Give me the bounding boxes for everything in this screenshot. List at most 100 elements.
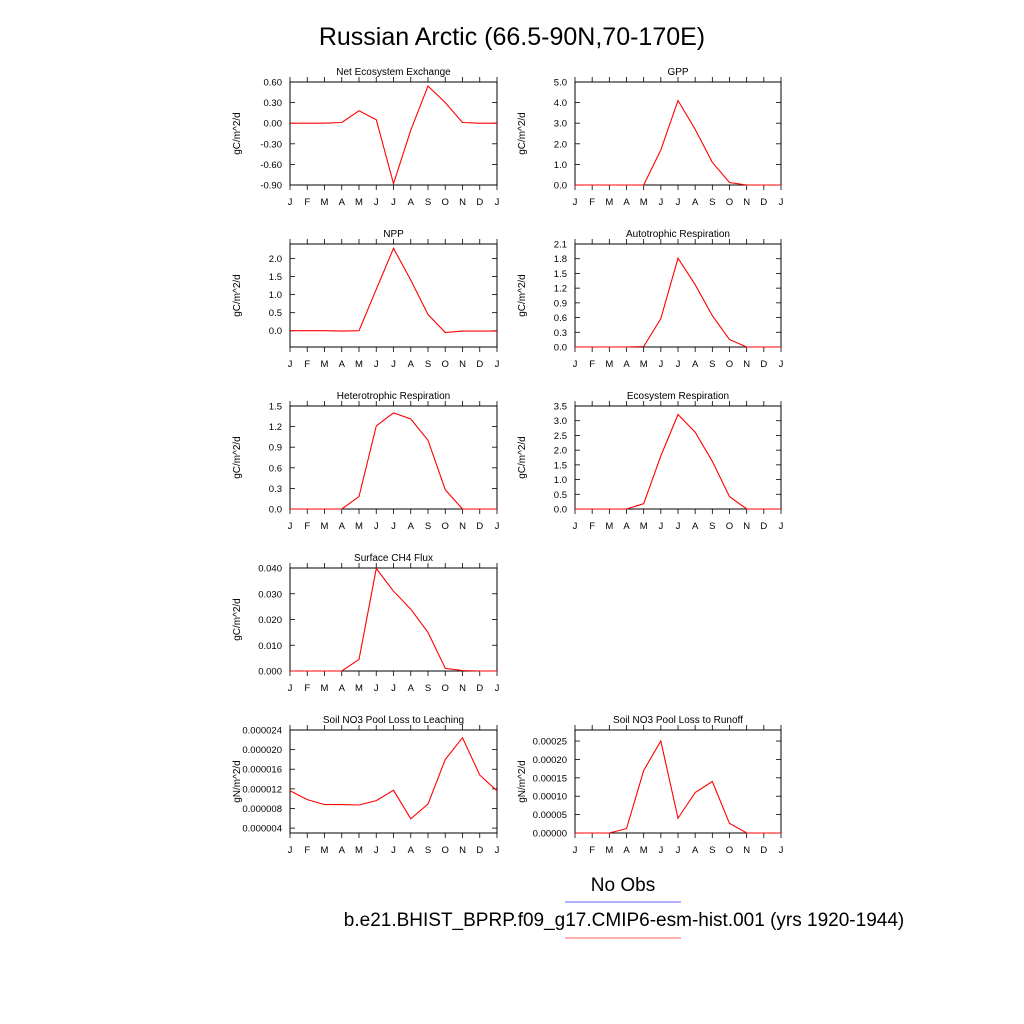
y-axis-label: gN/m^2/d bbox=[232, 760, 243, 803]
x-tick-label: O bbox=[726, 521, 733, 532]
x-tick-label: S bbox=[425, 521, 431, 532]
y-tick-label: 2.0 bbox=[554, 446, 567, 457]
x-tick-label: J bbox=[658, 845, 663, 856]
x-tick-label: J bbox=[658, 359, 663, 370]
chart-title: Soil NO3 Pool Loss to Runoff bbox=[613, 715, 743, 726]
x-tick-label: D bbox=[476, 521, 483, 532]
x-tick-label: J bbox=[573, 845, 578, 856]
chart-title: Soil NO3 Pool Loss to Leaching bbox=[323, 715, 464, 726]
plot-frame bbox=[289, 567, 498, 672]
x-tick-label: A bbox=[339, 359, 346, 370]
x-tick-label: J bbox=[374, 845, 379, 856]
plot-frame bbox=[574, 729, 782, 834]
x-tick-label: M bbox=[605, 359, 613, 370]
y-tick-label: 3.0 bbox=[554, 119, 567, 130]
x-tick-label: J bbox=[676, 197, 681, 208]
x-tick-label: S bbox=[709, 845, 715, 856]
x-tick-label: N bbox=[743, 359, 750, 370]
x-tick-label: S bbox=[425, 359, 431, 370]
legend-obs-label: No Obs bbox=[591, 875, 655, 896]
x-tick-label: J bbox=[676, 359, 681, 370]
chart-panel-7: Surface CH4 Flux gC/m^2/d 0.000 0.010 0.020 0… bbox=[232, 553, 500, 694]
x-tick-label: A bbox=[339, 197, 346, 208]
chart-panel-6: Ecosystem Respiration gC/m^2/d 0.0 0.5 1.0 1.… bbox=[517, 391, 784, 532]
y-axis-label: gC/m^2/d bbox=[517, 112, 528, 155]
chart-title: GPP bbox=[667, 67, 688, 78]
x-tick-label: M bbox=[605, 521, 613, 532]
page-title: Russian Arctic (66.5-90N,70-170E) bbox=[319, 23, 705, 51]
y-tick-label: 4.0 bbox=[554, 98, 567, 109]
chart-panel-5: Heterotrophic Respiration gC/m^2/d 0.0 0.3 0… bbox=[232, 391, 500, 532]
chart-panel-10: Soil NO3 Pool Loss to Runoff gN/m^2/d 0.00… bbox=[517, 715, 784, 856]
legend: No Obs b.e21.BHIST_BPRP.f09_g17.CMIP6-es… bbox=[344, 875, 904, 939]
y-tick-label: 0.00015 bbox=[533, 773, 567, 784]
x-tick-label: S bbox=[709, 521, 715, 532]
x-tick-label: J bbox=[374, 521, 379, 532]
series-line bbox=[575, 256, 781, 348]
series-line bbox=[575, 99, 781, 186]
x-tick-label: M bbox=[321, 683, 329, 694]
y-tick-label: 0.00025 bbox=[533, 737, 567, 748]
series-line bbox=[290, 247, 497, 334]
x-tick-label: A bbox=[408, 197, 415, 208]
x-tick-label: F bbox=[589, 521, 595, 532]
y-tick-label: 1.2 bbox=[554, 284, 567, 295]
plot-frame bbox=[574, 405, 782, 510]
y-axis-label: gC/m^2/d bbox=[232, 436, 243, 479]
chart-title: Ecosystem Respiration bbox=[627, 391, 729, 402]
x-tick-label: D bbox=[476, 683, 483, 694]
y-tick-label: 0.9 bbox=[269, 443, 282, 454]
series-line bbox=[575, 413, 781, 510]
x-tick-label: J bbox=[779, 197, 784, 208]
series-line bbox=[290, 412, 497, 510]
y-tick-label: 1.5 bbox=[554, 269, 567, 280]
x-tick-label: A bbox=[339, 521, 346, 532]
x-tick-label: J bbox=[374, 197, 379, 208]
y-tick-label: 0.3 bbox=[554, 328, 567, 339]
y-tick-label: 3.5 bbox=[554, 402, 567, 413]
y-axis-label: gN/m^2/d bbox=[517, 760, 528, 803]
series-line bbox=[289, 736, 498, 820]
x-tick-label: O bbox=[726, 845, 733, 856]
y-tick-label: 0.040 bbox=[258, 564, 282, 575]
x-tick-label: F bbox=[304, 845, 310, 856]
y-tick-label: 0.3 bbox=[269, 484, 282, 495]
x-tick-label: N bbox=[459, 845, 466, 856]
y-tick-label: -0.30 bbox=[260, 139, 282, 150]
y-tick-label: 1.0 bbox=[269, 290, 282, 301]
x-tick-label: D bbox=[760, 197, 767, 208]
y-tick-label: 1.2 bbox=[269, 422, 282, 433]
x-tick-label: N bbox=[459, 521, 466, 532]
x-tick-label: M bbox=[321, 197, 329, 208]
plot-frame bbox=[289, 405, 498, 510]
x-tick-label: J bbox=[495, 683, 500, 694]
chart-panel-9: Soil NO3 Pool Loss to Leaching gN/m^2/d0.… bbox=[232, 715, 500, 856]
x-tick-label: A bbox=[408, 683, 415, 694]
y-tick-label: 1.0 bbox=[554, 475, 567, 486]
y-axis-label: gC/m^2/d bbox=[517, 274, 528, 317]
y-tick-label: 0.0 bbox=[554, 343, 567, 354]
series-line bbox=[290, 567, 497, 672]
x-tick-label: M bbox=[321, 845, 329, 856]
x-tick-label: J bbox=[288, 845, 293, 856]
y-tick-label: 0.000008 bbox=[242, 804, 282, 815]
x-tick-label: A bbox=[408, 521, 415, 532]
x-tick-label: N bbox=[459, 359, 466, 370]
y-tick-label: 0.0 bbox=[554, 181, 567, 192]
y-tick-label: 0.020 bbox=[258, 615, 282, 626]
x-tick-label: F bbox=[589, 197, 595, 208]
x-tick-label: M bbox=[321, 359, 329, 370]
panels: Net Ecosystem Exchange gC/m^2/d -0.90 -0.60… bbox=[232, 67, 784, 856]
x-tick-label: J bbox=[391, 197, 396, 208]
y-tick-label: 0.030 bbox=[258, 589, 282, 600]
x-tick-label: S bbox=[425, 683, 431, 694]
x-tick-label: F bbox=[589, 359, 595, 370]
x-tick-label: A bbox=[623, 359, 630, 370]
x-tick-label: J bbox=[658, 197, 663, 208]
x-tick-label: N bbox=[459, 197, 466, 208]
chart-title: Heterotrophic Respiration bbox=[337, 391, 450, 402]
x-tick-label: J bbox=[779, 845, 784, 856]
